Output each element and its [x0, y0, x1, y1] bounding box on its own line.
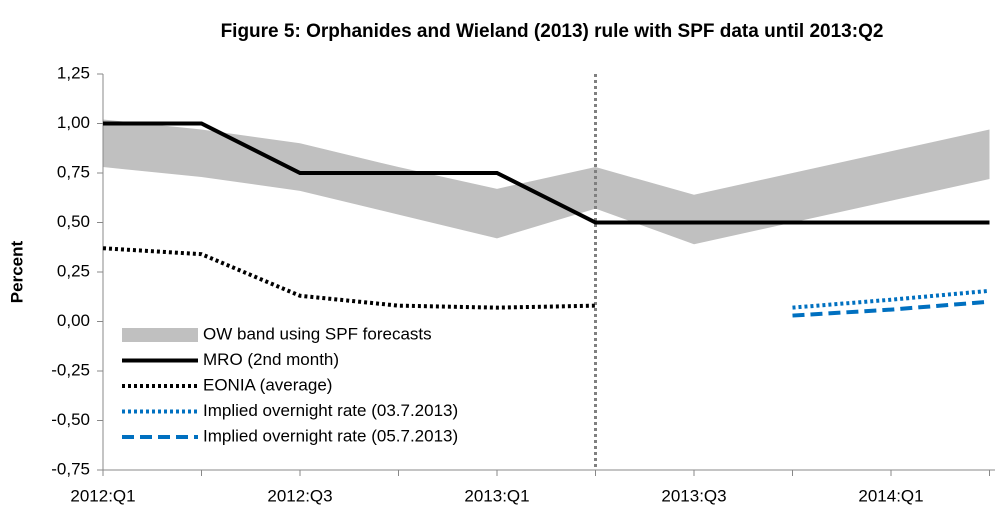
series-line: [102, 246, 596, 310]
y-tick-label: -0,75: [51, 459, 90, 478]
y-tick-label: 0,75: [57, 162, 90, 181]
y-tick-label: 1,00: [57, 113, 90, 132]
y-tick-label: -0,25: [51, 360, 90, 379]
x-tick-label: 2013:Q3: [661, 486, 726, 505]
x-tick-label: 2014:Q1: [858, 486, 923, 505]
y-tick-label: 0,50: [57, 212, 90, 231]
y-tick-label: 0,25: [57, 261, 90, 280]
x-tick-label: 2012:Q3: [267, 486, 332, 505]
series-line: [792, 299, 990, 318]
band-area: [103, 119, 990, 245]
y-tick-label: 0,00: [57, 311, 90, 330]
x-tick-label: 2013:Q1: [464, 486, 529, 505]
y-tick-label: -0,50: [51, 410, 90, 429]
legend-label: OW band using SPF forecasts: [203, 324, 432, 343]
legend-label: Implied overnight rate (05.7.2013): [203, 426, 458, 445]
series-line: [792, 288, 990, 310]
x-tick-label: 2012:Q1: [70, 486, 135, 505]
y-axis-label: Percent: [7, 240, 26, 303]
legend-label: EONIA (average): [203, 375, 332, 394]
y-tick-label: 1,25: [57, 63, 90, 82]
legend-label: Implied overnight rate (03.7.2013): [203, 401, 458, 420]
series-line: [103, 121, 990, 225]
legend-label: MRO (2nd month): [203, 350, 339, 369]
chart-title: Figure 5: Orphanides and Wieland (2013) …: [221, 21, 884, 42]
